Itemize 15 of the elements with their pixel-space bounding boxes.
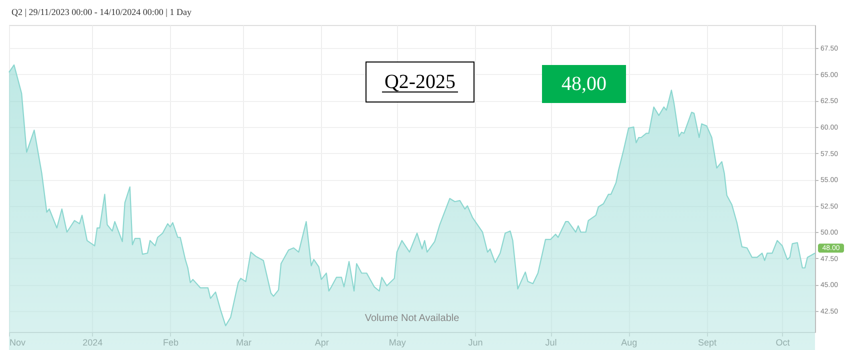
annotation: Q2-2025 (384, 71, 456, 93)
x-tick-label: May (388, 338, 406, 348)
x-tick-label: Aug (621, 338, 638, 348)
annotation: 48,00 (562, 73, 606, 95)
annotation: Volume Not Available (364, 313, 460, 324)
x-tick-label: Jun (468, 338, 483, 348)
x-tick-label: Jul (545, 338, 557, 348)
x-tick-label: Feb (162, 338, 178, 348)
x-tick-label: Mar (236, 338, 252, 348)
x-tick-label: Sept (698, 338, 717, 348)
chart-title: Q2 | 29/11/2023 00:00 - 14/10/2024 00:00 | 1 Day (11, 7, 192, 17)
x-tick-label: Oct (776, 338, 790, 348)
x-tick-label: Apr (314, 338, 329, 348)
x-tick-label: Nov (10, 338, 26, 348)
x-tick-label: 2024 (82, 338, 103, 348)
